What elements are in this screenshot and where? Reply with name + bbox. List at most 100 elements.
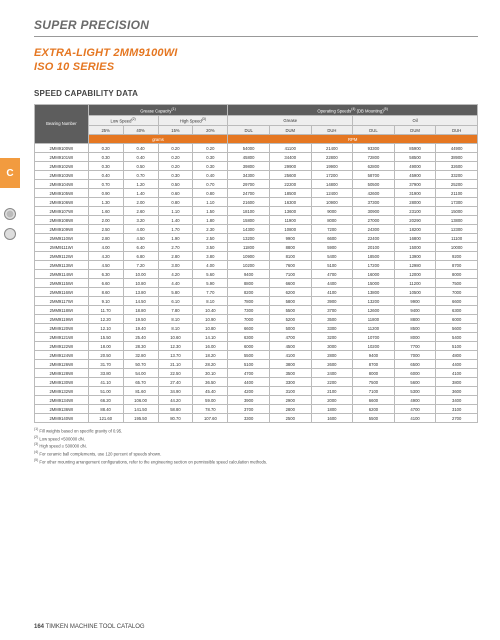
- cell-value: 24700: [228, 189, 270, 198]
- hdr-duh: DUH: [436, 126, 478, 135]
- cell-value: 33200: [436, 171, 478, 180]
- cell-value: 34300: [228, 171, 270, 180]
- cell-value: 34.90: [158, 387, 193, 396]
- cell-value: 28.20: [193, 360, 228, 369]
- cell-value: 6200: [353, 405, 395, 414]
- footer: 164 TIMKEN MACHINE TOOL CATALOG: [34, 624, 145, 630]
- cell-value: 32.80: [123, 351, 158, 360]
- rule: [34, 36, 478, 37]
- hdr-dul: DUL: [228, 126, 270, 135]
- cell-value: 3900: [228, 396, 270, 405]
- cell-value: 9400: [353, 351, 395, 360]
- cell-value: 4700: [228, 369, 270, 378]
- cell-value: 4100: [311, 288, 353, 297]
- hdr-high-speed-label: High Speed: [180, 119, 202, 124]
- cell-value: 13600: [269, 207, 311, 216]
- cell-value: 4400: [228, 378, 270, 387]
- cell-value: 2900: [269, 396, 311, 405]
- section-title: SPEED CAPABILITY DATA: [34, 89, 478, 98]
- cell-value: 7500: [353, 378, 395, 387]
- cell-value: 7000: [228, 315, 270, 324]
- cell-value: 3300: [311, 324, 353, 333]
- speed-table: Bearing Number Grease Capacity(1) Operat…: [34, 104, 478, 424]
- cell-value: 2700: [436, 414, 478, 423]
- cell-value: 6600: [228, 324, 270, 333]
- cell-value: 13800: [436, 216, 478, 225]
- cell-value: 6600: [436, 297, 478, 306]
- cell-value: 4.20: [158, 270, 193, 279]
- cell-value: 12.20: [88, 315, 123, 324]
- table-row: 2MM9102WI0.300.500.200.30398002990019900…: [35, 162, 478, 171]
- cell-bearing-number: 2MM9109WI: [35, 225, 89, 234]
- cell-value: 45.40: [193, 387, 228, 396]
- cell-value: 38900: [436, 153, 478, 162]
- cell-value: 3.20: [123, 216, 158, 225]
- cell-value: 49000: [394, 162, 436, 171]
- cell-value: 19.40: [123, 324, 158, 333]
- cell-value: 11800: [353, 315, 395, 324]
- cell-value: 7.80: [158, 306, 193, 315]
- footnote: (5) For other mounting arrangement confi…: [34, 458, 478, 465]
- cell-value: 0.40: [123, 153, 158, 162]
- cell-value: 50500: [353, 180, 395, 189]
- cell-value: 0.80: [158, 198, 193, 207]
- cell-value: 2100: [311, 387, 353, 396]
- cell-value: 1.10: [158, 207, 193, 216]
- cell-value: 41.10: [88, 378, 123, 387]
- cell-bearing-number: 2MM9140WI: [35, 414, 89, 423]
- table-row: 2MM9107WI1.602.601.101.50181001360090003…: [35, 207, 478, 216]
- cell-value: 41100: [269, 144, 311, 153]
- cell-value: 4100: [436, 369, 478, 378]
- cell-bearing-number: 2MM9105WI: [35, 189, 89, 198]
- cell-value: 59.00: [193, 396, 228, 405]
- cell-value: 12.30: [158, 342, 193, 351]
- cell-value: 37900: [394, 180, 436, 189]
- cell-value: 2.00: [88, 216, 123, 225]
- cell-value: 6.30: [88, 270, 123, 279]
- cell-bearing-number: 2MM9128WI: [35, 369, 89, 378]
- cell-value: 9000: [311, 207, 353, 216]
- cell-value: 44.20: [158, 396, 193, 405]
- cell-value: 0.70: [123, 171, 158, 180]
- cell-value: 0.20: [158, 162, 193, 171]
- cell-value: 14800: [311, 180, 353, 189]
- table-row: 2MM9114WI6.3010.004.205.6094007100470016…: [35, 270, 478, 279]
- cell-value: 7500: [436, 279, 478, 288]
- hdr-bearing-number: Bearing Number: [35, 104, 89, 144]
- cell-value: 4400: [311, 279, 353, 288]
- cell-value: 42600: [353, 189, 395, 198]
- cell-value: 6000: [436, 315, 478, 324]
- cell-value: 25600: [269, 171, 311, 180]
- cell-value: 8.10: [158, 324, 193, 333]
- cell-value: 4500: [269, 342, 311, 351]
- cell-value: 54.00: [123, 369, 158, 378]
- table-row: 2MM9111WI4.006.402.703.50118008800590020…: [35, 243, 478, 252]
- cell-value: 2.60: [123, 207, 158, 216]
- hdr-pct: 25%: [88, 126, 123, 135]
- cell-value: 72800: [353, 153, 395, 162]
- cell-value: 3000: [311, 342, 353, 351]
- cell-value: 9400: [228, 270, 270, 279]
- cell-value: 17200: [353, 261, 395, 270]
- cell-value: 0.30: [88, 153, 123, 162]
- cell-value: 2.30: [193, 225, 228, 234]
- cell-value: 106.00: [123, 396, 158, 405]
- cell-value: 0.50: [158, 180, 193, 189]
- cell-bearing-number: 2MM9116WI: [35, 288, 89, 297]
- cell-value: 39800: [228, 162, 270, 171]
- hdr-unit-rpm: RPM: [228, 135, 478, 144]
- hdr-unit-grams: grams: [88, 135, 228, 144]
- cell-value: 4900: [394, 396, 436, 405]
- cell-value: 3.80: [193, 252, 228, 261]
- table-row: 2MM9115WI6.6010.804.405.9088006600440015…: [35, 279, 478, 288]
- cell-value: 7800: [228, 297, 270, 306]
- cell-value: 10.80: [193, 324, 228, 333]
- cell-value: 0.90: [88, 189, 123, 198]
- cell-value: 20290: [394, 216, 436, 225]
- sup: (5): [34, 458, 38, 462]
- cell-value: 3.00: [158, 261, 193, 270]
- cell-value: 3300: [228, 414, 270, 423]
- cell-value: 10.60: [158, 333, 193, 342]
- cell-value: 10.40: [193, 306, 228, 315]
- cell-value: 6200: [269, 288, 311, 297]
